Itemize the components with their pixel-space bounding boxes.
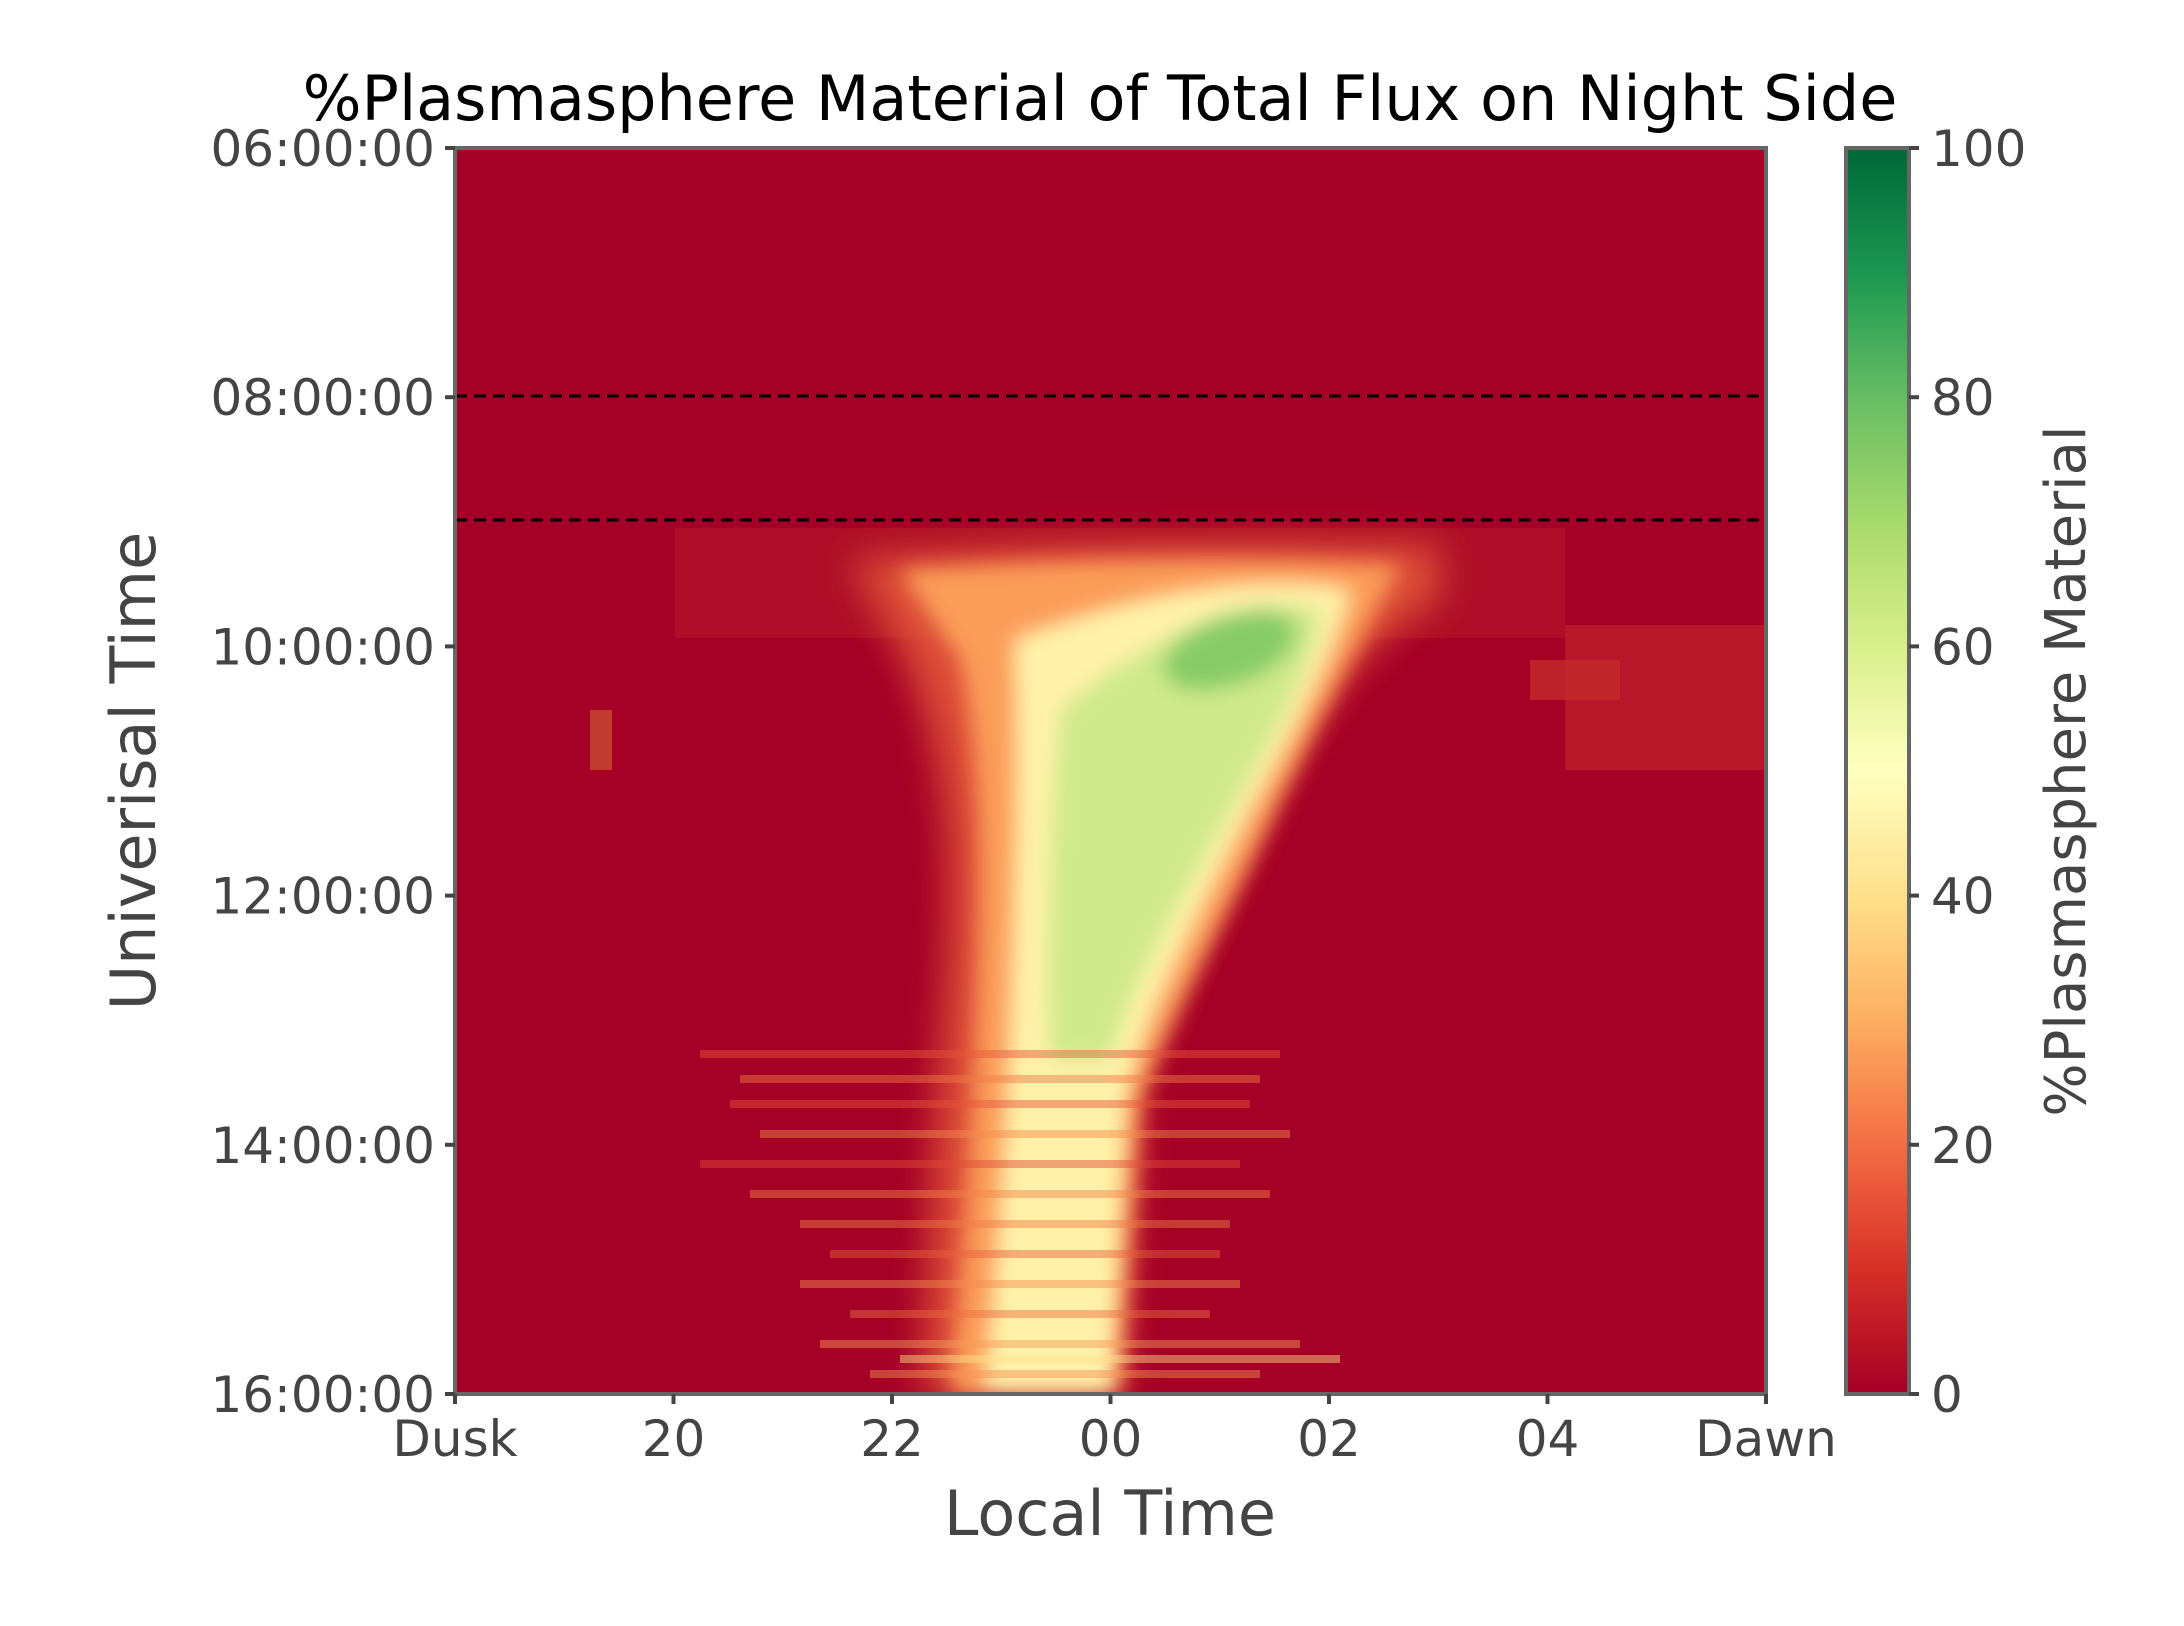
heatmap-band [590, 710, 612, 770]
heatmap-band [455, 148, 1766, 528]
y-tick-label: 12:00:00 [210, 868, 435, 926]
heatmap-streak [700, 1050, 1280, 1058]
heatmap-streak [760, 1130, 1290, 1138]
y-tick-label: 08:00:00 [210, 369, 435, 427]
x-axis: Dusk 20 22 00 02 04 Dawn [392, 1394, 1837, 1468]
x-tick-label: 04 [1516, 1410, 1580, 1468]
colorbar-tick-label: 20 [1931, 1117, 1995, 1175]
y-tick-label: 10:00:00 [210, 618, 435, 676]
y-tick-label: 14:00:00 [210, 1117, 435, 1175]
heatmap-streak [800, 1220, 1230, 1228]
heatmap-streak [900, 1355, 1340, 1363]
x-axis-label: Local Time [944, 1477, 1276, 1550]
x-tick-label: 00 [1079, 1410, 1143, 1468]
heatmap-band [1530, 660, 1620, 700]
colorbar-tick-label: 0 [1931, 1366, 1963, 1424]
colorbar-tick-label: 100 [1931, 120, 2026, 178]
x-tick-label: Dusk [392, 1410, 517, 1468]
heatmap-streak [820, 1340, 1300, 1348]
colorbar-tick-label: 80 [1931, 369, 1995, 427]
heatmap-streak [800, 1280, 1240, 1288]
heatmap-streak [830, 1250, 1220, 1258]
heatmap-streak [700, 1160, 1240, 1168]
colorbar-ticks: 0 20 40 60 80 100 [1909, 120, 2026, 1424]
colorbar-label: %Plasmasphere Material [2034, 425, 2099, 1116]
x-tick-label: Dawn [1695, 1410, 1837, 1468]
y-axis-label: Univerisal Time [97, 532, 170, 1010]
heatmap-streak [870, 1370, 1260, 1378]
colorbar-tick-label: 60 [1931, 618, 1995, 676]
colorbar [1844, 146, 1911, 1396]
y-tick-label: 06:00:00 [210, 120, 435, 178]
x-tick-label: 02 [1297, 1410, 1361, 1468]
y-tick-label: 16:00:00 [210, 1366, 435, 1424]
heatmap-streak [730, 1100, 1250, 1108]
plume-core [1163, 609, 1297, 691]
heatmap-streak [740, 1075, 1260, 1083]
chart-title: %Plasmasphere Material of Total Flux on … [303, 62, 1898, 135]
heatmap [455, 148, 1766, 1394]
y-axis: 06:00:00 08:00:00 10:00:00 12:00:00 14:00:00… [210, 120, 455, 1424]
colorbar-tick-label: 40 [1931, 868, 1995, 926]
heatmap-streak [850, 1310, 1210, 1318]
plume-light-green [1048, 605, 1320, 1060]
x-tick-label: 22 [860, 1410, 924, 1468]
heatmap-streak [750, 1190, 1270, 1198]
x-tick-label: 20 [642, 1410, 706, 1468]
